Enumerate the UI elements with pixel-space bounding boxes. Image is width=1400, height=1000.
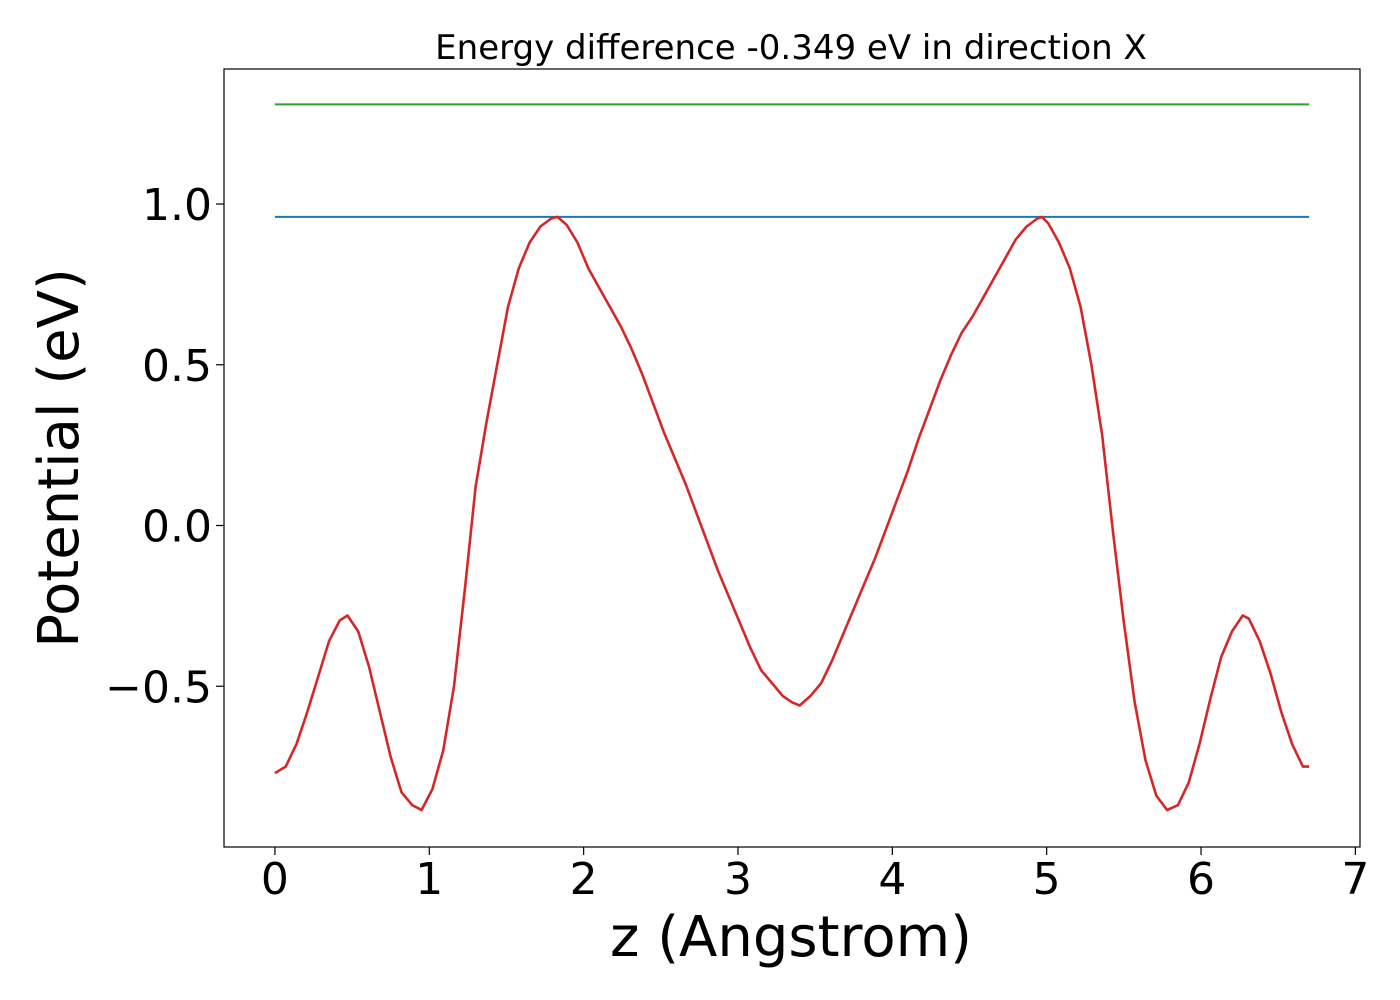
x-tick-label: 2 bbox=[570, 854, 598, 905]
x-tick-label: 0 bbox=[261, 854, 289, 905]
x-tick-label: 1 bbox=[415, 854, 443, 905]
y-tick-label: 0.5 bbox=[142, 341, 212, 392]
series-layer bbox=[274, 103, 1310, 812]
x-tick-label: 3 bbox=[724, 854, 752, 905]
y-tick-label: 1.0 bbox=[142, 180, 212, 231]
y-axis: −0.5 0.0 0.5 1.0 bbox=[105, 180, 224, 713]
plot-frame bbox=[223, 68, 1361, 848]
x-tick-label: 7 bbox=[1341, 854, 1369, 905]
x-tick-label: 4 bbox=[878, 854, 906, 905]
x-tick-label: 5 bbox=[1033, 854, 1061, 905]
x-axis: 0 1 2 3 4 5 6 7 bbox=[261, 847, 1369, 905]
chart-title: Energy difference -0.349 eV in direction… bbox=[435, 28, 1147, 68]
y-tick-label: 0.0 bbox=[142, 502, 212, 553]
x-tick-label: 6 bbox=[1187, 854, 1215, 905]
x-axis-label: z (Angstrom) bbox=[610, 905, 972, 970]
y-tick-label: −0.5 bbox=[105, 662, 212, 713]
y-axis-label: Potential (eV) bbox=[27, 268, 92, 648]
series-line-2 bbox=[274, 215, 1310, 812]
